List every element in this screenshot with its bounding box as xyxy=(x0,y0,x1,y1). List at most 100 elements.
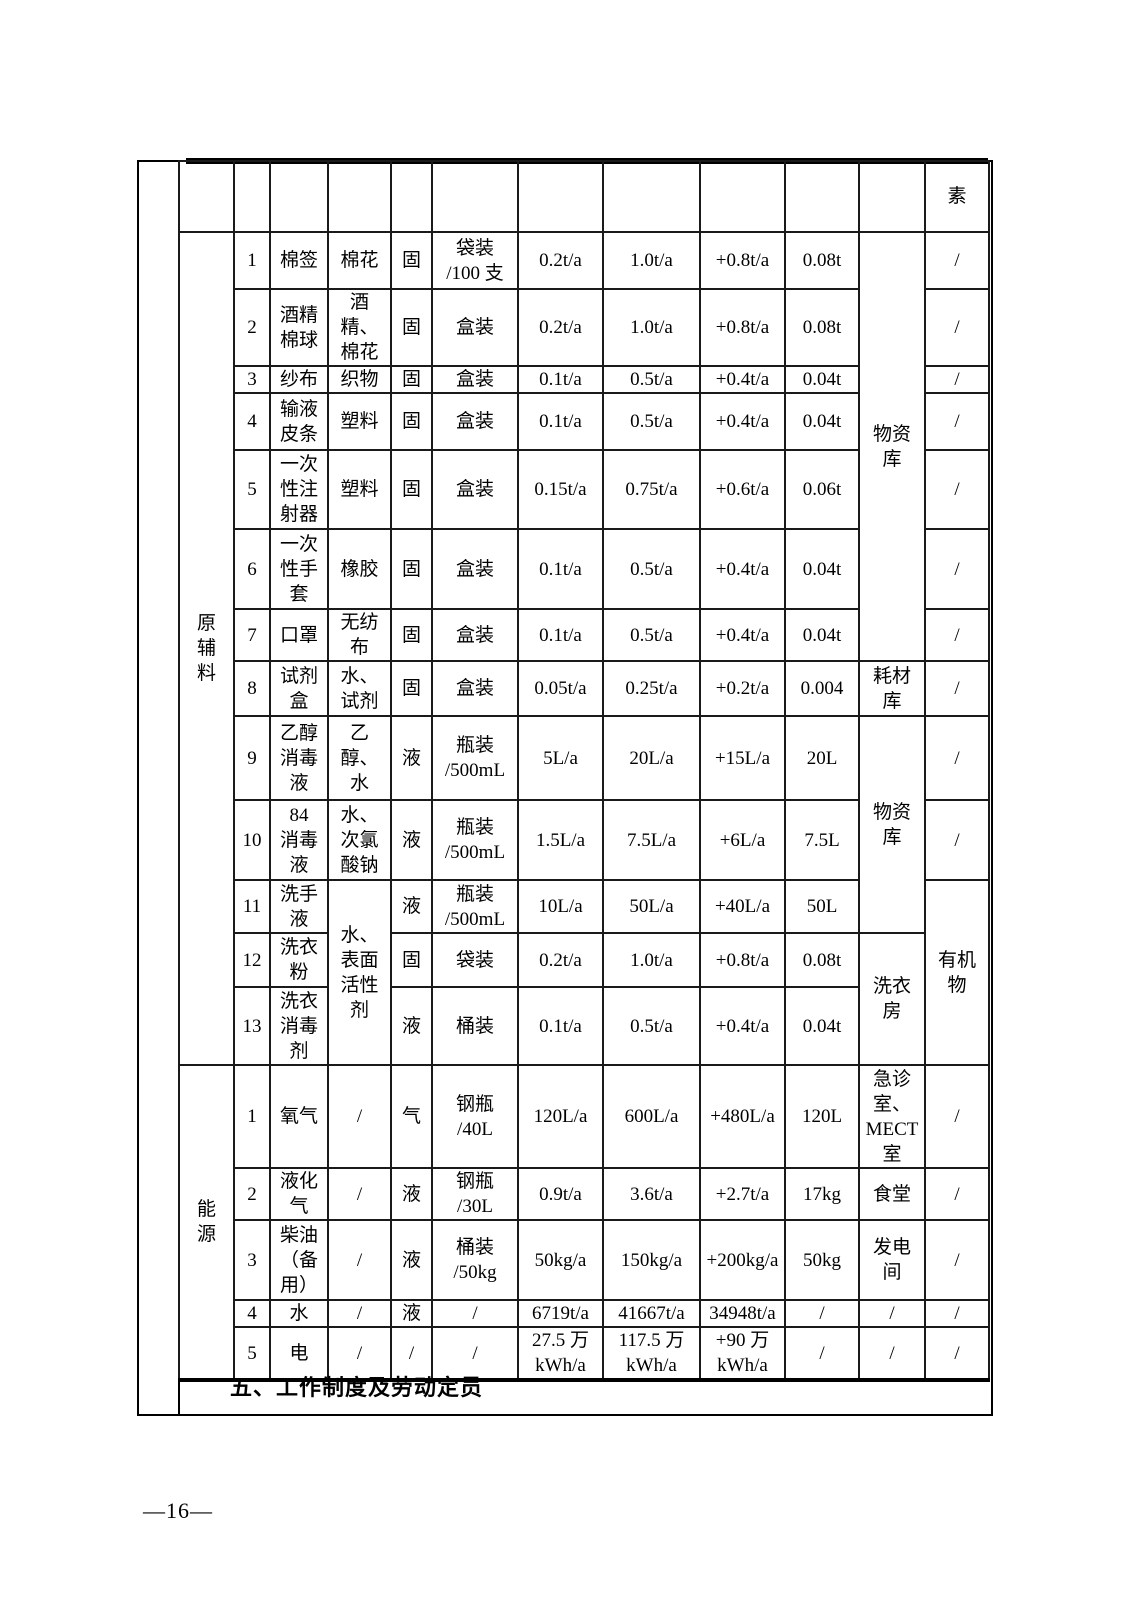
table-row: 4 输液 皮条 塑料 固 盒装 0.1t/a 0.5t/a +0.4t/a 0.… xyxy=(179,392,990,451)
cell-name: 口罩 xyxy=(269,608,329,662)
cell-qty-current: 0.9t/a xyxy=(517,1167,604,1221)
cell-name: 洗手 液 xyxy=(269,879,329,934)
cell-name: 洗衣 消毒 剂 xyxy=(269,986,329,1066)
cell-packaging: 盒装 xyxy=(431,449,519,530)
table-row: 12 洗衣 粉 固 袋装 0.2t/a 1.0t/a +0.8t/a 0.08t… xyxy=(179,932,989,1066)
cell-composition: / xyxy=(327,1219,392,1301)
cell-name: 输液 皮条 xyxy=(269,392,329,451)
table-row: 9 乙醇 消毒 液 乙 醇、 水 液 瓶装 /500mL 5L/a 20L/a … xyxy=(179,715,990,934)
cell-packaging: 盒装 xyxy=(431,608,519,662)
cell-location: 洗衣 房 xyxy=(858,932,926,1066)
table-row-header-partial: 素 xyxy=(178,160,990,233)
table-row: 13 洗衣 消毒 剂 液 桶装 0.1t/a 0.5t/a +0.4t/a 0.… xyxy=(179,986,989,1066)
cell-qty-change: +0.4t/a xyxy=(699,392,786,451)
cell-composition: 橡胶 xyxy=(327,528,392,610)
header-cell-empty xyxy=(517,160,604,233)
cell-factor: / xyxy=(924,1326,990,1381)
cell-factor: / xyxy=(924,231,990,290)
cell-location: 急诊 室、 MECT 室 xyxy=(858,1064,926,1169)
section-label-energy: 能 源 xyxy=(178,1064,235,1381)
cell-qty-change: +0.4t/a xyxy=(699,608,786,662)
cell-composition: 酒 精、 棉花 xyxy=(327,288,392,367)
cell-qty-after: 41667t/a xyxy=(602,1299,701,1328)
cell-storage-max: / xyxy=(784,1299,860,1328)
header-cell-empty xyxy=(233,160,271,233)
cell-qty-change: +15L/a xyxy=(699,715,786,801)
cell-no: 12 xyxy=(233,932,271,988)
cell-qty-current: 0.1t/a xyxy=(517,608,604,662)
cell-no: 2 xyxy=(233,1167,271,1221)
cell-name: 一次 性手 套 xyxy=(269,528,329,610)
cell-factor: / xyxy=(924,528,990,610)
cell-packaging: 瓶装 /500mL xyxy=(431,879,519,934)
cell-name: 水 xyxy=(269,1299,329,1328)
cell-qty-after: 1.0t/a xyxy=(602,231,701,290)
table-row: 4 水 / 液 / 6719t/a 41667t/a 34948t/a / / … xyxy=(179,1299,990,1328)
page-number: —16— xyxy=(143,1498,213,1523)
cell-factor: / xyxy=(924,288,990,367)
cell-qty-after: 1.0t/a xyxy=(602,288,701,367)
cell-qty-change: +0.8t/a xyxy=(699,932,786,988)
cell-qty-current: 0.1t/a xyxy=(517,392,604,451)
cell-factor: / xyxy=(924,660,990,717)
cell-qty-current: 10L/a xyxy=(517,879,604,934)
cell-name: 氧气 xyxy=(269,1064,329,1169)
cell-no: 5 xyxy=(233,449,271,530)
cell-factor: / xyxy=(924,1167,990,1221)
cell-no: 1 xyxy=(233,231,271,290)
cell-state: 固 xyxy=(390,932,433,988)
section-label-raw-materials: 原 辅 料 xyxy=(178,231,235,1066)
table-row: 2 酒精 棉球 酒 精、 棉花 固 盒装 0.2t/a 1.0t/a +0.8t… xyxy=(179,288,990,367)
cell-factor: / xyxy=(924,1299,990,1328)
cell-state: 固 xyxy=(390,392,433,451)
cell-name: 乙醇 消毒 液 xyxy=(269,715,329,801)
cell-qty-after: 150kg/a xyxy=(602,1219,701,1301)
cell-storage-max: 0.004 xyxy=(784,660,860,717)
cell-factor: / xyxy=(924,1064,990,1169)
cell-storage-max: 120L xyxy=(784,1064,860,1169)
cell-name: 液化 气 xyxy=(269,1167,329,1221)
cell-qty-after: 117.5 万 kWh/a xyxy=(602,1326,701,1381)
cell-composition: 水、 表面 活性 剂 xyxy=(327,879,392,1066)
cell-packaging: 袋装 xyxy=(431,932,519,988)
cell-qty-after: 0.5t/a xyxy=(602,392,701,451)
cell-storage-max: 0.06t xyxy=(784,449,860,530)
table-row: 10 84 消毒 液 水、 次氯 酸钠 液 瓶装 /500mL 1.5L/a 7… xyxy=(179,799,990,881)
table-row: 能 源 1 氧气 / 气 钢瓶 /40L 120L/a 600L/a +480L… xyxy=(178,1064,990,1381)
cell-state: 固 xyxy=(390,288,433,367)
cell-packaging: 钢瓶 /30L xyxy=(431,1167,519,1221)
section-heading: 五、工作制度及劳动定员 xyxy=(230,1375,484,1400)
cell-no: 3 xyxy=(233,365,271,394)
cell-name: 纱布 xyxy=(269,365,329,394)
cell-qty-current: 0.15t/a xyxy=(517,449,604,530)
cell-qty-after: 0.5t/a xyxy=(602,528,701,610)
cell-state: 液 xyxy=(390,1167,433,1221)
cell-composition: 水、 试剂 xyxy=(327,660,392,717)
cell-qty-change: +0.4t/a xyxy=(699,365,786,394)
cell-no: 4 xyxy=(233,392,271,451)
cell-packaging: 盒装 xyxy=(431,660,519,717)
cell-storage-max: 0.04t xyxy=(784,528,860,610)
cell-factor: / xyxy=(924,608,990,662)
cell-packaging: 盒装 xyxy=(431,392,519,451)
cell-storage-max: 0.04t xyxy=(784,365,860,394)
header-cell-empty xyxy=(858,160,926,233)
cell-packaging: 瓶装 /500mL xyxy=(431,799,519,881)
header-cell-empty xyxy=(327,160,392,233)
cell-qty-current: 50kg/a xyxy=(517,1219,604,1301)
cell-no: 9 xyxy=(233,715,271,801)
cell-qty-current: 120L/a xyxy=(517,1064,604,1169)
cell-storage-max: 0.08t xyxy=(784,932,860,988)
cell-state: 液 xyxy=(390,1299,433,1328)
cell-factor: / xyxy=(924,715,990,801)
cell-qty-current: 0.05t/a xyxy=(517,660,604,717)
cell-composition: 水、 次氯 酸钠 xyxy=(327,799,392,881)
cell-location: / xyxy=(858,1299,926,1328)
cell-composition: 无纺 布 xyxy=(327,608,392,662)
cell-packaging: 盒装 xyxy=(431,528,519,610)
cell-storage-max: 17kg xyxy=(784,1167,860,1221)
cell-state: 固 xyxy=(390,660,433,717)
cell-name: 酒精 棉球 xyxy=(269,288,329,367)
cell-factor: / xyxy=(924,365,990,394)
cell-factor: / xyxy=(924,392,990,451)
